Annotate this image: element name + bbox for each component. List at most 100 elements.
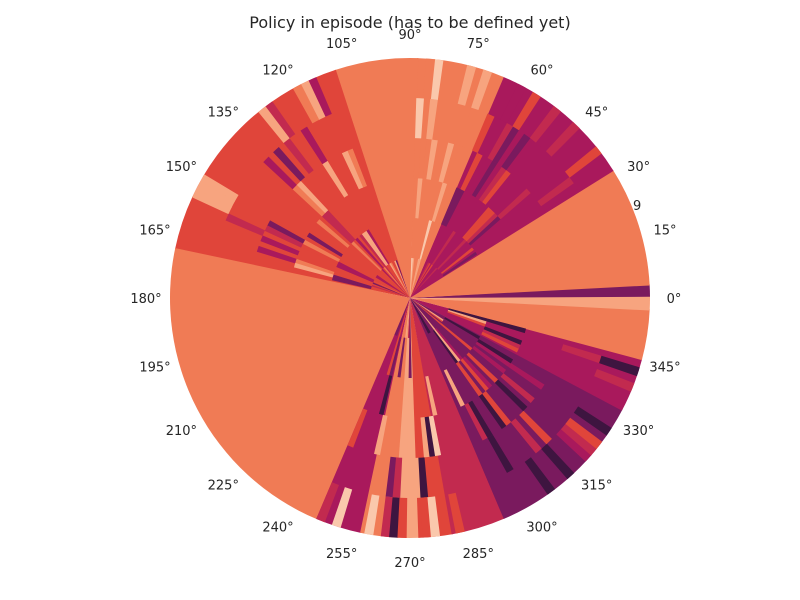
heatmap-cell-97 bbox=[438, 142, 455, 183]
heatmap-cell-170 bbox=[565, 417, 603, 450]
heatmap-cell-54 bbox=[361, 232, 388, 267]
heatmap-cell-24 bbox=[431, 230, 456, 266]
theta-tick-label: 105° bbox=[326, 37, 357, 52]
heatmap-sector-16 bbox=[410, 296, 651, 311]
heatmap-cell-20 bbox=[455, 199, 483, 235]
heatmap-cell-71 bbox=[376, 275, 410, 298]
heatmap-cell-13 bbox=[464, 209, 495, 242]
heatmap-cell-4 bbox=[441, 247, 474, 274]
theta-tick-label: 195° bbox=[139, 360, 170, 375]
heatmap-cell-60 bbox=[383, 266, 410, 298]
heatmap-cell-103 bbox=[410, 258, 415, 298]
heatmap-cell-131 bbox=[408, 337, 412, 379]
theta-tick-label: 45° bbox=[585, 105, 608, 120]
theta-tick-label: 75° bbox=[467, 37, 490, 52]
heatmap-cell-156 bbox=[435, 328, 463, 361]
heatmap-cell-162 bbox=[466, 352, 499, 383]
heatmap-cell-153 bbox=[410, 298, 436, 330]
heatmap-cell-7 bbox=[468, 215, 501, 246]
heatmap-cell-167 bbox=[500, 373, 535, 403]
heatmap-cell-109 bbox=[415, 98, 424, 139]
heatmap-cell-171 bbox=[410, 298, 443, 323]
heatmap-cell-88 bbox=[332, 274, 372, 288]
heatmap-cell-106 bbox=[423, 58, 436, 100]
heatmap-cell-94 bbox=[442, 144, 460, 184]
heatmap-cell-125 bbox=[392, 457, 403, 498]
chart-title: Policy in episode (has to be defined yet… bbox=[249, 13, 570, 32]
heatmap-cell-70 bbox=[316, 219, 350, 248]
theta-tick-label: 210° bbox=[166, 424, 197, 439]
radial-tick-label: 9 bbox=[633, 199, 641, 214]
heatmap-cell-95 bbox=[410, 259, 422, 298]
heatmap-cell-149 bbox=[432, 329, 459, 364]
heatmap-cell-92 bbox=[471, 69, 493, 111]
heatmap-cell-108 bbox=[413, 138, 422, 179]
heatmap-sector-1 bbox=[410, 169, 650, 298]
heatmap-cell-183 bbox=[447, 309, 487, 325]
heatmap-cell-85 bbox=[371, 284, 410, 298]
heatmap-cell-111 bbox=[347, 408, 368, 448]
heatmap-cell-62 bbox=[273, 147, 306, 182]
heatmap-cell-128 bbox=[403, 377, 409, 418]
heatmap-cell-142 bbox=[448, 492, 465, 534]
heatmap-cell-169 bbox=[472, 345, 507, 374]
heatmap-cell-64 bbox=[324, 210, 356, 242]
heatmap-sector-12 bbox=[410, 298, 505, 535]
theta-tick-label: 150° bbox=[166, 160, 197, 175]
heatmap-cell-144 bbox=[410, 298, 430, 334]
heatmap-cell-132 bbox=[407, 417, 414, 459]
heatmap-cell-176 bbox=[477, 338, 514, 364]
heatmap-cell-21 bbox=[478, 166, 507, 203]
heatmap-cell-177 bbox=[444, 317, 481, 340]
heatmap-cell-18 bbox=[481, 169, 511, 205]
heatmap-cell-23 bbox=[410, 264, 433, 298]
heatmap-cell-115 bbox=[398, 298, 410, 337]
heatmap-cell-29 bbox=[410, 262, 431, 298]
heatmap-cell-59 bbox=[258, 106, 290, 144]
heatmap-cell-19 bbox=[529, 105, 562, 143]
theta-tick-label: 30° bbox=[627, 160, 650, 175]
heatmap-cell-154 bbox=[434, 329, 461, 362]
heatmap-cell-35 bbox=[500, 83, 527, 124]
sectors-layer bbox=[169, 58, 651, 539]
heatmap-cell-118 bbox=[378, 375, 393, 416]
heatmap-cell-50 bbox=[366, 229, 390, 265]
heatmap-cell-174 bbox=[508, 363, 545, 390]
heatmap-cell-129 bbox=[397, 497, 408, 538]
heatmap-cell-173 bbox=[475, 341, 511, 367]
heatmap-cell-147 bbox=[468, 400, 493, 438]
heatmap-cell-12 bbox=[437, 239, 467, 270]
heatmap-cell-135 bbox=[418, 457, 429, 498]
theta-tick-label: 225° bbox=[208, 479, 239, 494]
theta-tick-label: 330° bbox=[623, 424, 654, 439]
heatmap-cell-155 bbox=[482, 390, 512, 426]
heatmap-cell-140 bbox=[428, 415, 442, 457]
heatmap-cell-172 bbox=[410, 298, 444, 321]
heatmap-sector-15 bbox=[410, 298, 650, 361]
heatmap-cell-130 bbox=[409, 298, 411, 338]
heatmap-cell-78 bbox=[337, 261, 375, 282]
heatmap-cell-42 bbox=[394, 260, 410, 298]
heatmap-cell-41 bbox=[395, 260, 410, 298]
heatmap-cell-90 bbox=[331, 277, 372, 290]
heatmap-cell-5 bbox=[564, 146, 602, 178]
heatmap-cell-160 bbox=[541, 443, 575, 480]
heatmap-cell-164 bbox=[556, 428, 592, 462]
theta-tick-label: 240° bbox=[262, 521, 293, 536]
heatmap-cell-165 bbox=[410, 298, 442, 325]
heatmap-cell-138 bbox=[427, 496, 441, 538]
heatmap-cell-101 bbox=[426, 99, 438, 140]
heatmap-cell-68 bbox=[292, 184, 326, 217]
heatmap-cell-73 bbox=[306, 232, 343, 258]
heatmap-cell-96 bbox=[419, 220, 433, 260]
heatmap-cell-67 bbox=[321, 213, 354, 244]
heatmap-cell-43 bbox=[346, 148, 367, 188]
theta-tick-label: 345° bbox=[649, 360, 680, 375]
heatmap-cell-84 bbox=[260, 235, 300, 256]
heatmap-cell-134 bbox=[416, 417, 425, 458]
heatmap-cell-79 bbox=[264, 225, 304, 248]
heatmap-cell-14 bbox=[545, 121, 580, 157]
heatmap-cell-107 bbox=[410, 258, 413, 298]
heatmap-cell-81 bbox=[336, 264, 374, 283]
heatmap-cell-82 bbox=[225, 213, 265, 236]
